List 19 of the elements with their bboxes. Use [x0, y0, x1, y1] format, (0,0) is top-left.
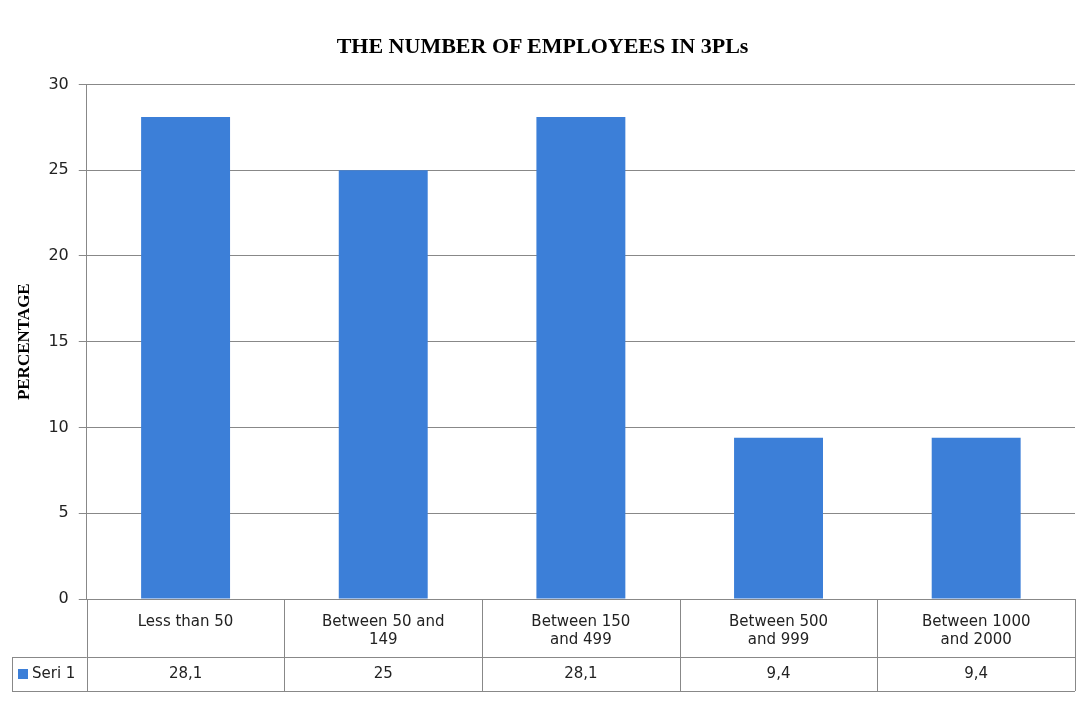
y-tick-label: 5	[58, 502, 69, 522]
data-label: 9,4	[964, 663, 989, 682]
y-tick-label: 15	[48, 330, 69, 350]
y-axis-title: PERCENTAGE	[13, 283, 33, 401]
data-label: 28,1	[564, 663, 598, 682]
y-tick-label: 0	[58, 588, 69, 608]
y-tick-label: 25	[48, 159, 69, 179]
chart-title: THE NUMBER OF EMPLOYEES IN 3PLs	[336, 32, 749, 58]
y-tick-label: 30	[48, 73, 69, 93]
x-tick-label: Less than 50	[137, 611, 234, 630]
data-label: 25	[373, 663, 393, 682]
y-tick-label: 10	[48, 416, 69, 436]
data-label: 28,1	[168, 663, 203, 682]
x-tick-label: Between 50 and 149	[321, 611, 445, 648]
x-tick-label: Between 150 and 499	[531, 611, 631, 648]
x-tick-label: Between 1000 and 2000	[921, 611, 1031, 648]
x-tick-label: Between 500 and 999	[729, 611, 829, 648]
y-tick-label: 20	[48, 245, 69, 265]
data-label: 9,4	[766, 663, 791, 682]
